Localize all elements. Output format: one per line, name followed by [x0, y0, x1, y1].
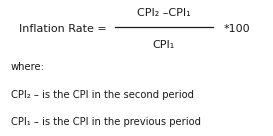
- Text: Inflation Rate =: Inflation Rate =: [19, 24, 107, 34]
- Text: CPI₂ –CPI₁: CPI₂ –CPI₁: [137, 8, 191, 18]
- Text: CPI₁: CPI₁: [153, 40, 175, 50]
- Text: CPI₂ – is the CPI in the second period: CPI₂ – is the CPI in the second period: [11, 90, 194, 100]
- Text: where:: where:: [11, 62, 45, 72]
- Text: CPI₁ – is the CPI in the previous period: CPI₁ – is the CPI in the previous period: [11, 117, 201, 127]
- Text: *100: *100: [224, 24, 251, 34]
